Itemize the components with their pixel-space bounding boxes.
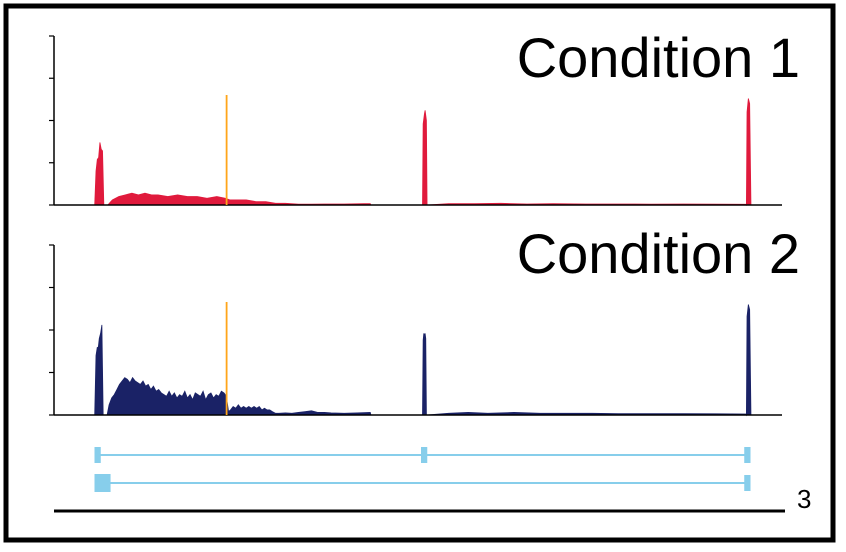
- panel-condition-1: Condition 1: [49, 26, 800, 206]
- exon-block: [94, 447, 101, 463]
- exon-block: [744, 475, 751, 491]
- gene-model-track: [94, 447, 751, 492]
- figure-border: [3, 3, 836, 543]
- panel-condition-2: Condition 2: [49, 222, 800, 417]
- scale-bar-label: 3: [797, 484, 811, 514]
- coverage-track-condition-1: [49, 35, 782, 206]
- coverage-area: [94, 304, 752, 417]
- exon-block: [744, 447, 751, 463]
- panel-title-condition-1: Condition 1: [517, 26, 800, 89]
- exon-block: [421, 447, 428, 463]
- coverage-track-condition-2: [49, 244, 782, 417]
- exon-block: [94, 474, 111, 492]
- coverage-area: [94, 98, 752, 206]
- panel-title-condition-2: Condition 2: [517, 222, 800, 285]
